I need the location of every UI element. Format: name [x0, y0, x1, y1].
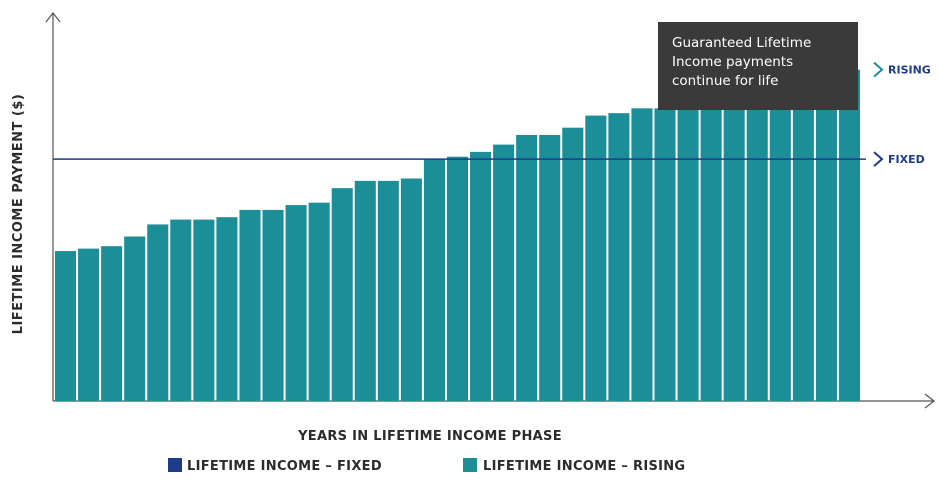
- y-axis-arrow: [45, 12, 61, 23]
- bar-year-23: [562, 127, 584, 402]
- annotation-line-2: Income payments: [672, 54, 794, 70]
- bar-year-34: [815, 74, 837, 401]
- bar-year-24: [585, 115, 607, 401]
- bar-year-21: [516, 134, 538, 401]
- bar-year-35: [838, 69, 860, 401]
- bar-year-17: [423, 159, 445, 402]
- bar-year-6: [170, 219, 192, 401]
- x-axis-arrow: [924, 393, 935, 409]
- annotation-box: Guaranteed Lifetime Income payments cont…: [658, 22, 858, 110]
- bar-year-2: [78, 248, 100, 401]
- bar-year-15: [377, 180, 399, 401]
- bar-year-14: [354, 180, 376, 401]
- bar-year-29: [700, 101, 722, 401]
- bar-year-11: [285, 205, 307, 401]
- annotation-line-1: Guaranteed Lifetime: [672, 35, 812, 51]
- bar-year-10: [262, 209, 284, 401]
- annotation-line-3: continue for life: [672, 73, 779, 89]
- legend-swatch-fixed: [168, 458, 182, 472]
- x-axis-label: YEARS IN LIFETIME INCOME PHASE: [297, 429, 562, 444]
- y-axis-label: LIFETIME INCOME PAYMENT ($): [11, 94, 26, 335]
- bar-year-4: [124, 236, 146, 401]
- bar-year-33: [792, 74, 814, 401]
- legend: LIFETIME INCOME – FIXED LIFETIME INCOME …: [168, 458, 685, 474]
- bar-year-27: [654, 108, 676, 401]
- bar-year-12: [308, 202, 330, 401]
- legend-swatch-rising: [463, 458, 477, 472]
- bar-year-28: [677, 103, 699, 402]
- fixed-chevron-icon: [873, 151, 884, 167]
- rising-chevron-icon: [873, 61, 884, 78]
- rising-series-label: RISING: [888, 64, 931, 77]
- bar-year-8: [216, 217, 238, 401]
- bars-group: [55, 69, 860, 402]
- bar-year-20: [493, 144, 515, 402]
- bar-year-32: [769, 84, 791, 401]
- bar-year-3: [101, 246, 123, 401]
- bar-year-18: [446, 156, 469, 401]
- bar-year-31: [746, 96, 768, 402]
- legend-label-fixed: LIFETIME INCOME – FIXED: [187, 459, 382, 474]
- legend-label-rising: LIFETIME INCOME – RISING: [483, 459, 685, 474]
- bar-year-5: [147, 224, 169, 401]
- bar-year-7: [193, 219, 215, 401]
- bar-year-16: [400, 178, 422, 401]
- bar-year-25: [608, 113, 630, 402]
- bar-year-22: [539, 134, 561, 401]
- bar-year-1: [55, 251, 77, 401]
- bar-year-13: [331, 188, 353, 401]
- bar-year-26: [631, 108, 653, 401]
- fixed-series-label: FIXED: [888, 153, 925, 166]
- bar-year-19: [470, 151, 492, 401]
- bar-year-30: [723, 101, 745, 401]
- bar-year-9: [239, 209, 261, 401]
